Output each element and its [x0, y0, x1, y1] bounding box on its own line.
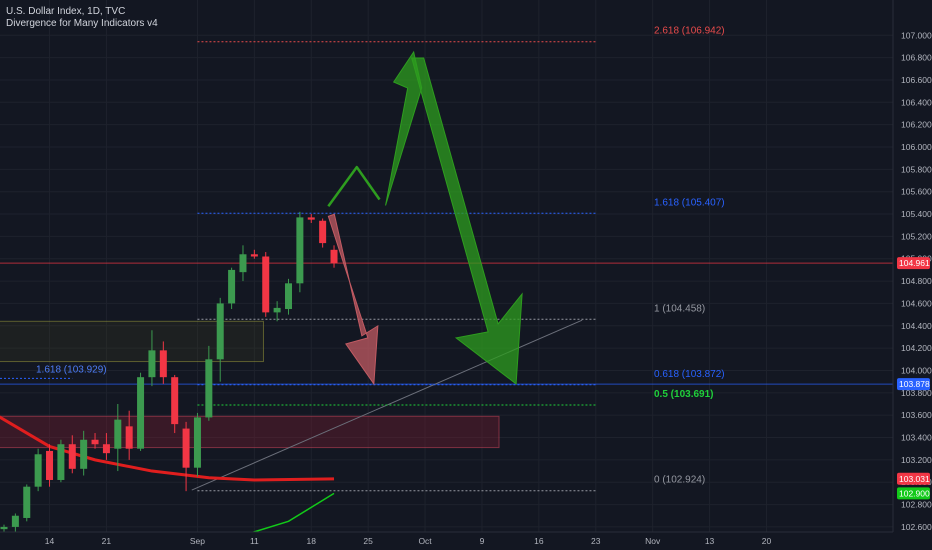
- time-axis: [0, 532, 893, 550]
- candle-body[interactable]: [0, 526, 8, 530]
- candle-body[interactable]: [296, 217, 304, 284]
- demand-zone-box[interactable]: [0, 320, 264, 363]
- candle-body[interactable]: [239, 254, 247, 273]
- price-badge[interactable]: [897, 378, 930, 391]
- candle-body[interactable]: [46, 450, 54, 480]
- price-axis: [893, 0, 932, 550]
- candle-body[interactable]: [114, 419, 122, 449]
- y-tick-label: 105.200: [901, 231, 932, 241]
- y-tick-label: 104.800: [901, 276, 932, 286]
- x-tick-label: 13: [705, 536, 715, 546]
- candle-body[interactable]: [159, 350, 167, 378]
- price-badge-label: 104.961: [899, 258, 930, 268]
- y-tick-label: 104.000: [901, 365, 932, 375]
- price-badge[interactable]: [897, 257, 930, 270]
- fib-label: 0.5 (103.691): [654, 389, 714, 400]
- candle-body[interactable]: [125, 426, 133, 449]
- fib-label: 1.618 (105.407): [654, 197, 725, 208]
- candle-body[interactable]: [262, 256, 270, 313]
- candle-body[interactable]: [137, 377, 145, 449]
- x-tick-label: 25: [363, 536, 373, 546]
- candle-body[interactable]: [330, 249, 338, 264]
- candle-body[interactable]: [319, 220, 327, 244]
- x-tick-label: 18: [307, 536, 317, 546]
- symbol-title[interactable]: U.S. Dollar Index, 1D, TVC: [6, 6, 126, 17]
- fib-label: 1 (104.458): [654, 303, 705, 314]
- x-tick-label: Oct: [418, 536, 432, 546]
- x-tick-label: 21: [102, 536, 112, 546]
- price-badge[interactable]: [897, 472, 930, 485]
- y-tick-label: 105.600: [901, 187, 932, 197]
- supply-zone-box[interactable]: [0, 415, 500, 449]
- candle-body[interactable]: [11, 515, 19, 527]
- fib-label: 0 (102.924): [654, 475, 705, 486]
- candle-body[interactable]: [91, 439, 99, 445]
- y-tick-label: 106.200: [901, 120, 932, 130]
- candle-body[interactable]: [273, 307, 281, 313]
- price-badge[interactable]: [897, 487, 930, 500]
- y-tick-label: 107.000: [901, 30, 932, 40]
- candle-body[interactable]: [307, 217, 315, 220]
- y-tick-label: 103.200: [901, 455, 932, 465]
- candle-body[interactable]: [34, 454, 42, 487]
- y-tick-label: 105.400: [901, 209, 932, 219]
- candle-body[interactable]: [285, 283, 292, 310]
- y-tick-label: 103.600: [901, 410, 932, 420]
- candle-body[interactable]: [228, 269, 236, 304]
- x-tick-label: 9: [480, 536, 485, 546]
- candle-body[interactable]: [68, 444, 76, 469]
- projection-down-arrow-green[interactable]: [411, 57, 523, 385]
- fib-label: 2.618 (106.942): [654, 26, 725, 37]
- candle-body[interactable]: [193, 417, 201, 468]
- x-tick-label: 20: [762, 536, 772, 546]
- x-tick-label: 14: [45, 536, 55, 546]
- ma-green-line[interactable]: [251, 492, 335, 534]
- chart-legend: U.S. Dollar Index, 1D, TVC Divergence fo…: [6, 6, 158, 30]
- candle-body[interactable]: [102, 444, 110, 454]
- y-tick-label: 105.800: [901, 164, 932, 174]
- x-tick-label: 23: [591, 536, 601, 546]
- y-tick-label: 106.000: [901, 142, 932, 152]
- indicator-name[interactable]: Divergence for Many Indicators v4: [6, 18, 158, 29]
- candle-body[interactable]: [205, 359, 213, 418]
- candle-body[interactable]: [57, 444, 65, 480]
- price-badge-label: 103.878: [899, 379, 930, 389]
- candle-body[interactable]: [182, 428, 190, 468]
- y-tick-label: 104.600: [901, 298, 932, 308]
- candle-body[interactable]: [23, 486, 31, 518]
- x-tick-label: 11: [250, 536, 259, 546]
- candle-body[interactable]: [148, 350, 156, 378]
- candle-body[interactable]: [80, 439, 88, 469]
- projection-zigzag-arrow[interactable]: [327, 165, 381, 207]
- candle-body[interactable]: [216, 303, 224, 360]
- x-tick-label: 16: [534, 536, 544, 546]
- x-tick-label: Nov: [645, 536, 661, 546]
- left-fib-label: 1.618 (103.929): [36, 364, 107, 375]
- fib-label: 0.618 (103.872): [654, 369, 725, 380]
- y-tick-label: 106.600: [901, 75, 932, 85]
- x-tick-label: Sep: [190, 536, 205, 546]
- y-tick-label: 106.400: [901, 97, 932, 107]
- projection-up-arrow[interactable]: [385, 50, 423, 206]
- candle-body[interactable]: [250, 254, 258, 257]
- y-tick-label: 104.400: [901, 321, 932, 331]
- y-tick-label: 104.200: [901, 343, 932, 353]
- candle-body[interactable]: [171, 377, 179, 425]
- y-tick-label: 102.600: [901, 522, 932, 532]
- price-badge-label: 103.031: [899, 474, 930, 484]
- projection-down-arrow-red[interactable]: [327, 213, 379, 386]
- y-tick-label: 106.800: [901, 53, 932, 63]
- price-badge-label: 102.900: [899, 488, 930, 498]
- y-tick-label: 103.800: [901, 388, 932, 398]
- y-tick-label: 103.400: [901, 433, 932, 443]
- y-tick-label: 102.800: [901, 500, 932, 510]
